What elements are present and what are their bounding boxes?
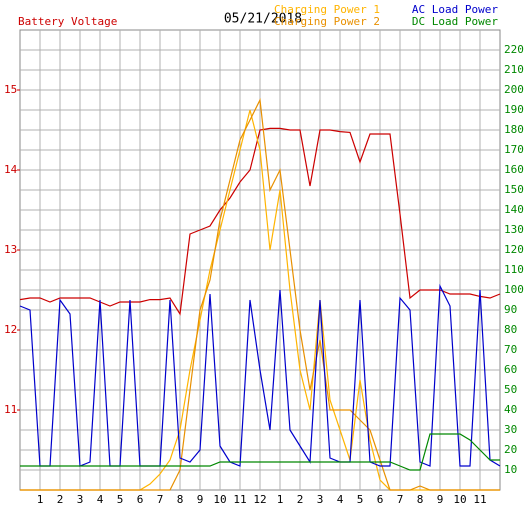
x-tick-label: 10 [453, 493, 466, 506]
x-tick-label: 3 [317, 493, 324, 506]
y2-tick-label: 60 [504, 363, 517, 376]
y2-tick-label: 210 [504, 63, 524, 76]
y-tick-label: 11 [4, 403, 17, 416]
x-tick-label: 12 [253, 493, 266, 506]
x-tick-label: 1 [277, 493, 284, 506]
y2-tick-label: 190 [504, 103, 524, 116]
y2-tick-label: 10 [504, 463, 517, 476]
x-tick-label: 6 [137, 493, 144, 506]
y2-tick-label: 50 [504, 383, 517, 396]
legend-entry: AC Load Power [412, 3, 498, 16]
x-tick-label: 6 [377, 493, 384, 506]
x-tick-label: 10 [213, 493, 226, 506]
y2-tick-label: 180 [504, 123, 524, 136]
y2-tick-label: 90 [504, 303, 517, 316]
y2-tick-label: 20 [504, 443, 517, 456]
y2-tick-label: 120 [504, 243, 524, 256]
x-tick-label: 7 [397, 493, 404, 506]
x-tick-label: 9 [437, 493, 444, 506]
legend-entry: DC Load Power [412, 15, 498, 28]
series-line [20, 433, 500, 471]
x-tick-label: 9 [197, 493, 204, 506]
y-tick-label: 14 [4, 163, 18, 176]
series-line [19, 283, 501, 467]
y2-tick-label: 170 [504, 143, 524, 156]
x-tick-label: 4 [97, 493, 104, 506]
x-tick-label: 8 [417, 493, 424, 506]
y2-tick-label: 160 [504, 163, 524, 176]
series-line [20, 97, 500, 491]
y-tick-label: 15 [4, 83, 17, 96]
legend-entry: Charging Power 2 [274, 15, 380, 28]
y2-tick-label: 130 [504, 223, 524, 236]
chart-title: 05/21/2018 [224, 12, 302, 27]
y2-tick-label: 150 [504, 183, 524, 196]
y-tick-label: 13 [4, 243, 17, 256]
x-tick-label: 1 [37, 493, 44, 506]
x-tick-label: 11 [233, 493, 246, 506]
x-tick-label: 5 [117, 493, 124, 506]
y2-tick-label: 30 [504, 423, 517, 436]
x-tick-label: 8 [177, 493, 184, 506]
x-tick-label: 5 [357, 493, 364, 506]
legend-entry: Battery Voltage [18, 15, 117, 28]
y2-tick-label: 80 [504, 323, 517, 336]
x-tick-label: 2 [297, 493, 304, 506]
y2-tick-label: 40 [504, 403, 517, 416]
y2-tick-label: 140 [504, 203, 524, 216]
y2-tick-label: 70 [504, 343, 517, 356]
y2-tick-label: 110 [504, 263, 524, 276]
legend-entry: Charging Power 1 [274, 3, 380, 16]
x-tick-label: 4 [337, 493, 344, 506]
y2-tick-label: 200 [504, 83, 524, 96]
y-tick-label: 12 [4, 323, 17, 336]
y2-tick-label: 100 [504, 283, 524, 296]
x-tick-label: 11 [473, 493, 486, 506]
x-tick-label: 3 [77, 493, 84, 506]
y2-tick-label: 220 [504, 43, 524, 56]
x-tick-label: 2 [57, 493, 64, 506]
x-tick-label: 7 [157, 493, 164, 506]
